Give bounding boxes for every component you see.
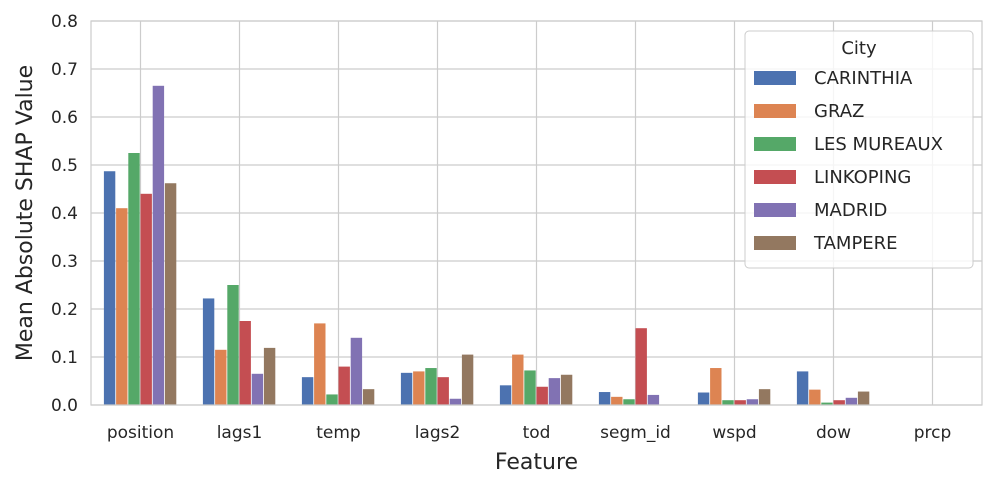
x-tick-label: temp	[316, 423, 360, 443]
bar	[560, 374, 573, 405]
x-tick-label: lags2	[415, 423, 461, 443]
bars-group	[103, 85, 870, 406]
bar	[796, 371, 809, 405]
y-tick-label: 0.5	[51, 156, 78, 176]
bar	[152, 85, 165, 406]
x-axis-label: Feature	[495, 450, 578, 475]
bar	[746, 399, 759, 405]
bar	[809, 389, 821, 405]
bar	[548, 378, 561, 405]
bar	[623, 399, 635, 405]
bar	[845, 397, 858, 405]
bar	[413, 371, 425, 405]
bar	[697, 392, 710, 405]
y-tick-label: 0.2	[51, 300, 78, 320]
bar	[400, 372, 413, 405]
y-tick-label: 0.7	[51, 60, 78, 80]
bar	[202, 298, 215, 405]
legend-swatch	[754, 137, 796, 151]
bar	[449, 398, 462, 405]
bar	[758, 389, 771, 405]
bar	[301, 377, 314, 405]
x-tick-label: tod	[523, 423, 551, 443]
y-tick-label: 0.3	[51, 252, 78, 272]
legend-label: LES MUREAUX	[814, 134, 943, 155]
bar	[239, 321, 251, 405]
legend-label: TAMPERE	[813, 233, 898, 254]
x-tick-label: dow	[816, 423, 851, 443]
x-tick-label: lags1	[217, 423, 263, 443]
y-tick-label: 0.1	[51, 348, 78, 368]
bar	[635, 328, 647, 405]
bar	[140, 193, 152, 405]
y-tick-labels: 0.0 0.1 0.2 0.3 0.4 0.5 0.6 0.7 0.8	[51, 12, 78, 416]
x-tick-label: position	[107, 423, 174, 443]
bar	[326, 394, 338, 405]
bar	[437, 377, 449, 405]
plot-frame	[90, 20, 983, 406]
legend-swatch	[754, 104, 796, 118]
bar	[461, 354, 474, 405]
bar	[833, 400, 845, 405]
bar	[103, 171, 116, 405]
x-tick-label: segm_id	[600, 423, 671, 443]
bar	[821, 402, 833, 405]
y-tick-label: 0.0	[51, 396, 78, 416]
legend-label: LINKOPING	[814, 167, 911, 188]
y-axis-label: Mean Absolute SHAP Value	[13, 65, 38, 361]
bar	[425, 368, 437, 405]
bar	[710, 368, 722, 405]
bar	[350, 337, 363, 405]
legend-items: CARINTHIA GRAZ LES MUREAUX LINKOPING MADRID T…	[754, 68, 943, 254]
legend-title: City	[841, 38, 877, 59]
bar	[227, 285, 239, 405]
x-tick-labels: position lags1 temp lags2 tod segm_id wspd dow p…	[107, 423, 951, 443]
bar	[857, 391, 870, 405]
bar	[611, 396, 623, 405]
x-tick-label: wspd	[712, 423, 756, 443]
legend-swatch	[754, 203, 796, 217]
bar	[512, 354, 524, 405]
x-tick-label: prcp	[914, 423, 952, 443]
legend-swatch	[754, 170, 796, 184]
bar	[263, 347, 276, 405]
bar	[499, 385, 512, 405]
bar	[647, 394, 660, 405]
legend-label: CARINTHIA	[814, 68, 913, 89]
bar	[722, 400, 734, 405]
legend-swatch	[754, 236, 796, 250]
bar	[536, 386, 548, 405]
bar	[215, 349, 227, 405]
bar	[314, 323, 326, 405]
y-tick-label: 0.6	[51, 108, 78, 128]
bar	[128, 153, 140, 405]
y-tick-label: 0.4	[51, 204, 78, 224]
legend-label: GRAZ	[814, 101, 864, 122]
legend-box	[744, 30, 974, 269]
y-tick-label: 0.8	[51, 12, 78, 32]
bar	[598, 392, 611, 405]
bar	[338, 366, 350, 405]
legend-swatch	[754, 71, 796, 85]
legend: City CARINTHIA GRAZ LES MUREAUX LINKOPING MA…	[744, 30, 974, 269]
bar	[251, 373, 264, 405]
bar	[116, 208, 128, 405]
legend-label: MADRID	[814, 200, 887, 221]
bar	[164, 183, 177, 405]
bar	[524, 370, 536, 405]
bar	[734, 400, 746, 405]
bar	[362, 389, 375, 405]
